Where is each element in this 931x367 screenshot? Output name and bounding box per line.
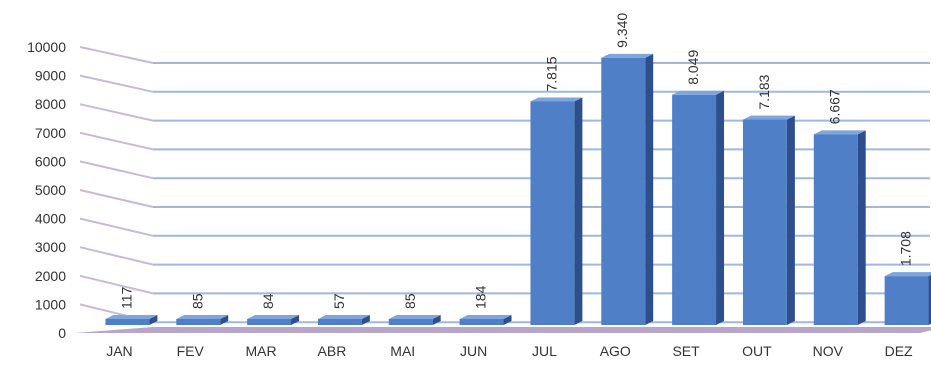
y-tick-label: 8000 bbox=[35, 96, 66, 112]
data-label-JUL: 7.815 bbox=[543, 56, 559, 91]
x-tick-label: DEZ bbox=[885, 343, 913, 359]
bar-JUN bbox=[459, 315, 512, 325]
x-tick-label: FEV bbox=[177, 343, 205, 359]
bar-JAN bbox=[105, 315, 158, 325]
floor-plane bbox=[75, 327, 931, 333]
x-tick-label: ABR bbox=[318, 343, 347, 359]
bar-JUL bbox=[530, 97, 583, 325]
y-tick-label: 0 bbox=[58, 325, 66, 341]
x-tick-label: NOV bbox=[813, 343, 844, 359]
data-label-ABR: 57 bbox=[331, 293, 347, 309]
x-tick-label: AGO bbox=[600, 343, 631, 359]
bars bbox=[105, 53, 931, 326]
y-tick-label: 3000 bbox=[35, 239, 66, 255]
chart-floor bbox=[75, 327, 931, 333]
bar-OUT bbox=[742, 115, 795, 326]
gridline-wall-5000 bbox=[79, 189, 154, 208]
gridline-wall-4000 bbox=[79, 217, 154, 237]
y-tick-label: 5000 bbox=[35, 182, 66, 198]
y-tick-label: 2000 bbox=[35, 268, 66, 284]
y-axis-ticks: 0 1000 2000 3000 4000 5000 6000 7000 8000 9000 100… bbox=[27, 39, 66, 341]
data-label-MAR: 84 bbox=[260, 293, 276, 309]
data-label-OUT: 7.183 bbox=[756, 74, 772, 109]
bar-DEZ bbox=[884, 272, 931, 325]
x-tick-label: JAN bbox=[106, 343, 132, 359]
gridline-wall-3000 bbox=[79, 246, 154, 266]
gridline-wall-8000 bbox=[79, 103, 154, 122]
x-tick-label: OUT bbox=[742, 343, 772, 359]
data-label-JUN: 184 bbox=[473, 285, 489, 309]
bar-AGO bbox=[601, 53, 654, 325]
bar-FEV bbox=[176, 315, 229, 325]
bar-MAI bbox=[388, 315, 441, 325]
bar-ABR bbox=[317, 315, 370, 325]
gridline-wall-10000 bbox=[79, 46, 154, 64]
y-tick-label: 9000 bbox=[35, 68, 66, 84]
bar-SET bbox=[672, 90, 725, 325]
gridline-wall-2000 bbox=[79, 274, 154, 295]
y-tick-label: 1000 bbox=[35, 296, 66, 312]
y-tick-label: 10000 bbox=[27, 39, 66, 55]
bar-MAR bbox=[247, 315, 300, 325]
gridline-wall-9000 bbox=[79, 74, 154, 93]
y-tick-label: 7000 bbox=[35, 125, 66, 141]
bar-NOV bbox=[813, 130, 866, 325]
gridline-wall-6000 bbox=[79, 160, 154, 180]
data-label-NOV: 6.667 bbox=[827, 89, 843, 124]
data-label-FEV: 85 bbox=[189, 293, 205, 309]
gridlines bbox=[79, 46, 930, 324]
y-tick-label: 4000 bbox=[35, 211, 66, 227]
gridline-wall-7000 bbox=[79, 131, 154, 151]
data-label-AGO: 9.340 bbox=[614, 13, 630, 48]
x-tick-label: SET bbox=[672, 343, 700, 359]
data-label-MAI: 85 bbox=[402, 293, 418, 309]
x-axis-ticks: JAN FEV MAR ABR MAI JUN JUL AGO SET OUT NOV DEZ bbox=[106, 343, 913, 359]
data-label-JAN: 117 bbox=[118, 286, 134, 309]
x-tick-label: JUL bbox=[532, 343, 557, 359]
x-tick-label: MAR bbox=[246, 343, 277, 359]
data-label-DEZ: 1.708 bbox=[898, 231, 914, 266]
x-tick-label: JUN bbox=[460, 343, 487, 359]
x-tick-label: MAI bbox=[390, 343, 415, 359]
y-tick-label: 6000 bbox=[35, 153, 66, 169]
data-labels: 117 85 84 57 85 184 7.815 9.340 8.049 7.183 6.667 1… bbox=[118, 13, 913, 309]
data-label-SET: 8.049 bbox=[685, 50, 701, 85]
